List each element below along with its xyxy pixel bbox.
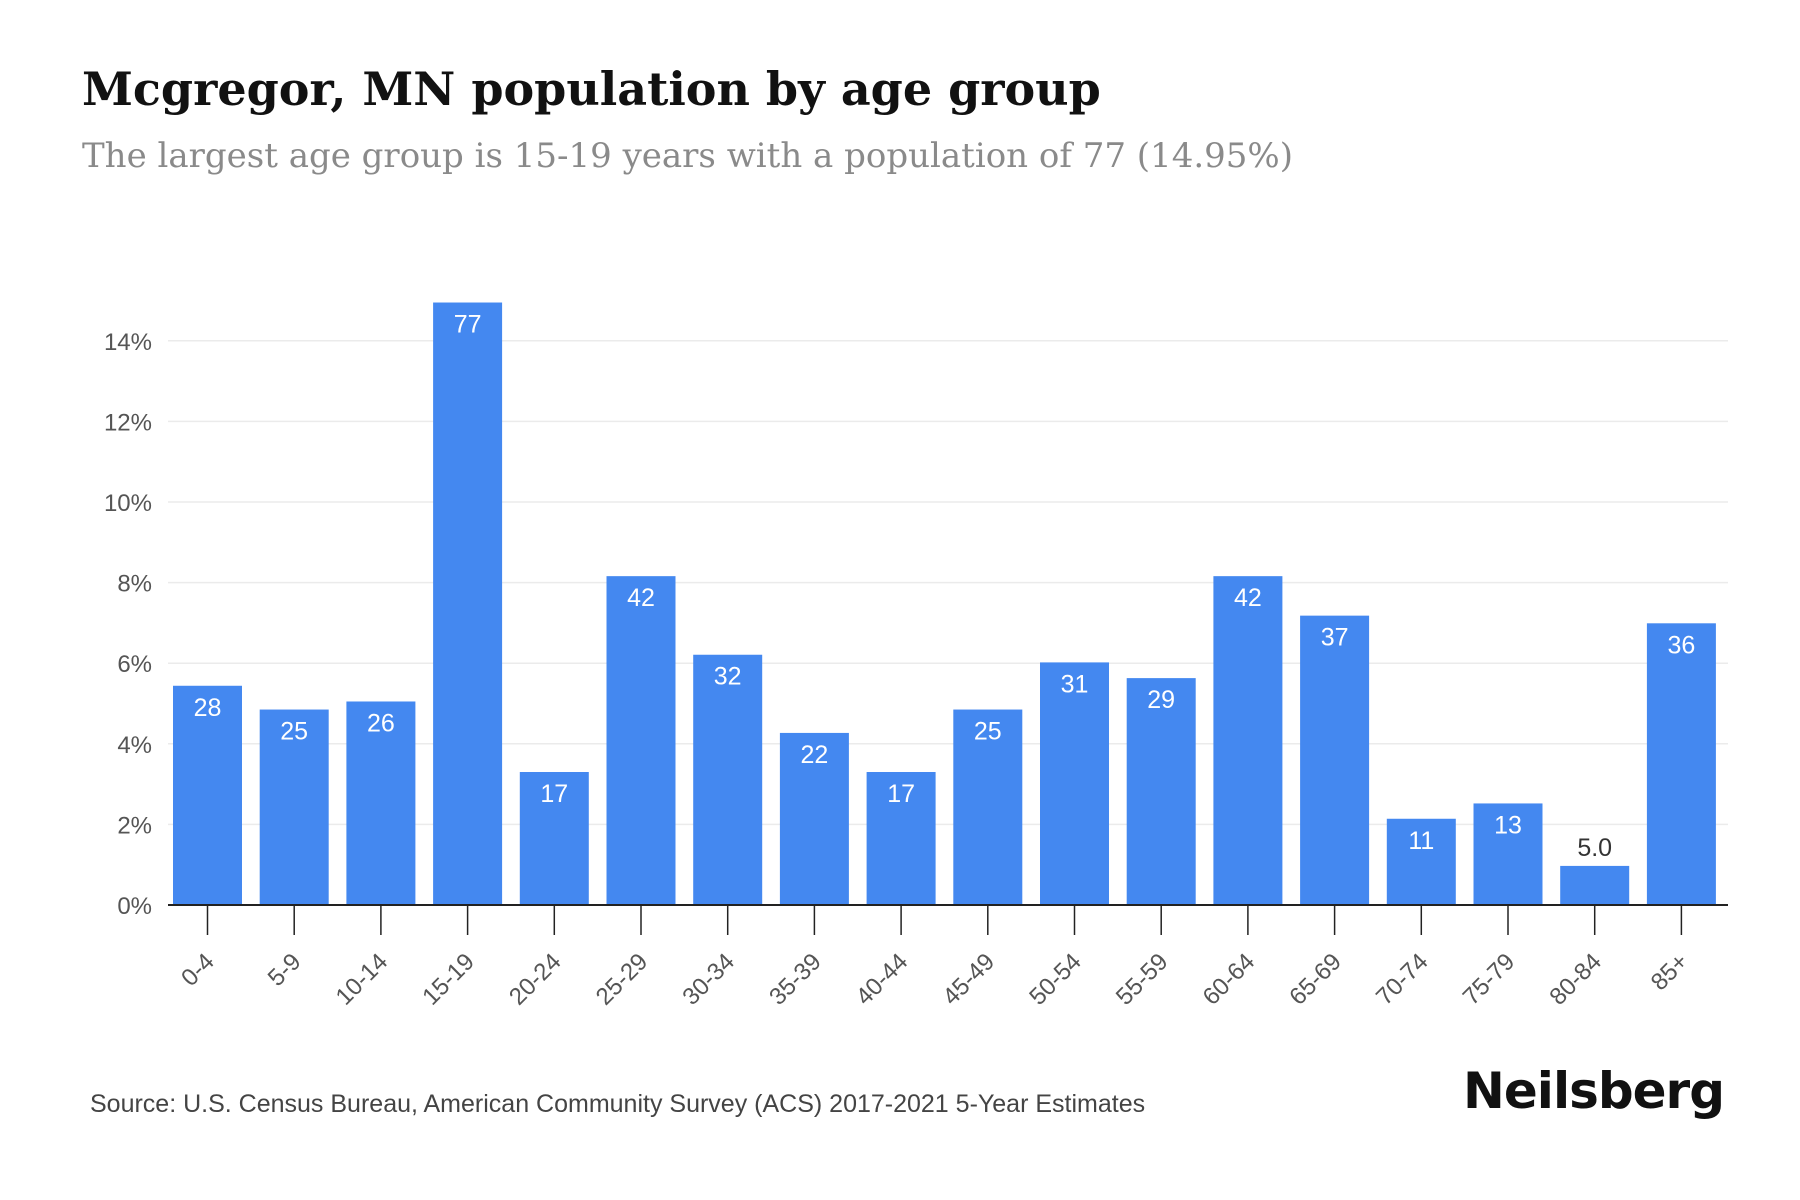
grid-lines	[168, 340, 1728, 826]
y-tick-label: 10%	[104, 490, 152, 517]
bar-value-label: 29	[1147, 686, 1175, 714]
x-tick-label: 10-14	[331, 948, 394, 1011]
bar-70-74	[1386, 818, 1456, 905]
bars	[173, 302, 1716, 905]
x-tick-label: 30-34	[677, 948, 740, 1011]
bar-40-44	[866, 772, 936, 905]
bar-35-39	[779, 732, 849, 905]
chart-subtitle: The largest age group is 15-19 years wit…	[82, 136, 1293, 176]
bar-value-label: 31	[1061, 670, 1089, 698]
bar-chart: 0% 2% 4% 6% 8% 10% 12% 14% 28 25 26 77 17 42 32 22 17 25…	[104, 302, 1728, 1011]
y-axis-ticks: 0% 2% 4% 6% 8% 10% 12% 14%	[104, 329, 152, 920]
bar-85+	[1646, 623, 1716, 905]
bar-45-49	[953, 709, 1023, 905]
brand-logo: Neilsberg	[1463, 1062, 1725, 1120]
bar-value-label: 25	[974, 718, 1002, 746]
x-tick-label: 60-64	[1198, 948, 1261, 1011]
bar-value-label: 5.0	[1577, 834, 1612, 862]
y-tick-label: 14%	[104, 329, 152, 356]
source-note: Source: U.S. Census Bureau, American Com…	[90, 1090, 1146, 1118]
bar-value-label: 32	[714, 663, 742, 691]
bar-50-54	[1040, 662, 1109, 905]
x-tick-label: 45-49	[938, 948, 1001, 1011]
bar-value-label: 28	[194, 694, 222, 722]
bar-10-14	[346, 701, 416, 905]
bar-0-4	[173, 685, 242, 905]
bar-25-29	[606, 576, 676, 905]
y-tick-label: 0%	[117, 893, 152, 920]
bar-value-label: 37	[1321, 624, 1349, 652]
bar-15-19	[433, 302, 503, 905]
bar-value-label: 25	[280, 718, 308, 746]
bar-55-59	[1126, 678, 1196, 905]
bar-value-label: 17	[887, 780, 915, 808]
bar-value-label: 11	[1408, 827, 1434, 855]
bar-value-label: 22	[800, 741, 828, 769]
x-tick-label: 5-9	[263, 948, 307, 992]
x-tick-label: 20-24	[504, 948, 567, 1011]
x-tick-label: 55-59	[1111, 948, 1174, 1011]
bar-value-label: 42	[627, 584, 655, 612]
bar-65-69	[1300, 615, 1370, 905]
bar-value-label: 17	[540, 780, 568, 808]
bar-value-labels: 28 25 26 77 17 42 32 22 17 25 31 29 42 37 11 13 5.0 36	[194, 311, 1696, 862]
bar-value-label: 42	[1234, 584, 1262, 612]
bar-60-64	[1213, 576, 1283, 905]
y-tick-label: 2%	[117, 812, 152, 839]
y-tick-label: 12%	[104, 409, 152, 436]
bar-value-label: 77	[454, 311, 482, 339]
x-axis-ticks: 0-4 5-9 10-14 15-19 20-24 25-29 30-34 35-39 40-4…	[176, 905, 1694, 1011]
x-tick-label: 40-44	[851, 948, 914, 1011]
bar-value-label: 13	[1494, 811, 1522, 839]
x-tick-label: 15-19	[417, 948, 480, 1011]
x-tick-label: 80-84	[1544, 948, 1607, 1011]
y-tick-label: 6%	[117, 651, 152, 678]
x-tick-label: 85+	[1646, 948, 1694, 996]
bar-5-9	[259, 709, 329, 905]
bar-80-84	[1560, 865, 1630, 905]
x-tick-label: 35-39	[764, 948, 827, 1011]
chart-title: Mcgregor, MN population by age group	[82, 62, 1101, 116]
bar-30-34	[693, 654, 763, 905]
bar-value-label: 36	[1667, 631, 1695, 659]
x-tick-label: 65-69	[1284, 948, 1347, 1011]
bar-value-label: 26	[367, 709, 395, 737]
bar-75-79	[1473, 803, 1543, 905]
x-tick-label: 75-79	[1458, 948, 1521, 1011]
x-tick-label: 50-54	[1024, 948, 1087, 1011]
y-tick-label: 8%	[117, 571, 152, 598]
x-tick-label: 0-4	[176, 948, 220, 992]
y-tick-label: 4%	[117, 732, 152, 759]
x-tick-label: 25-29	[591, 948, 654, 1011]
bar-20-24	[519, 772, 589, 905]
x-tick-label: 70-74	[1371, 948, 1434, 1011]
